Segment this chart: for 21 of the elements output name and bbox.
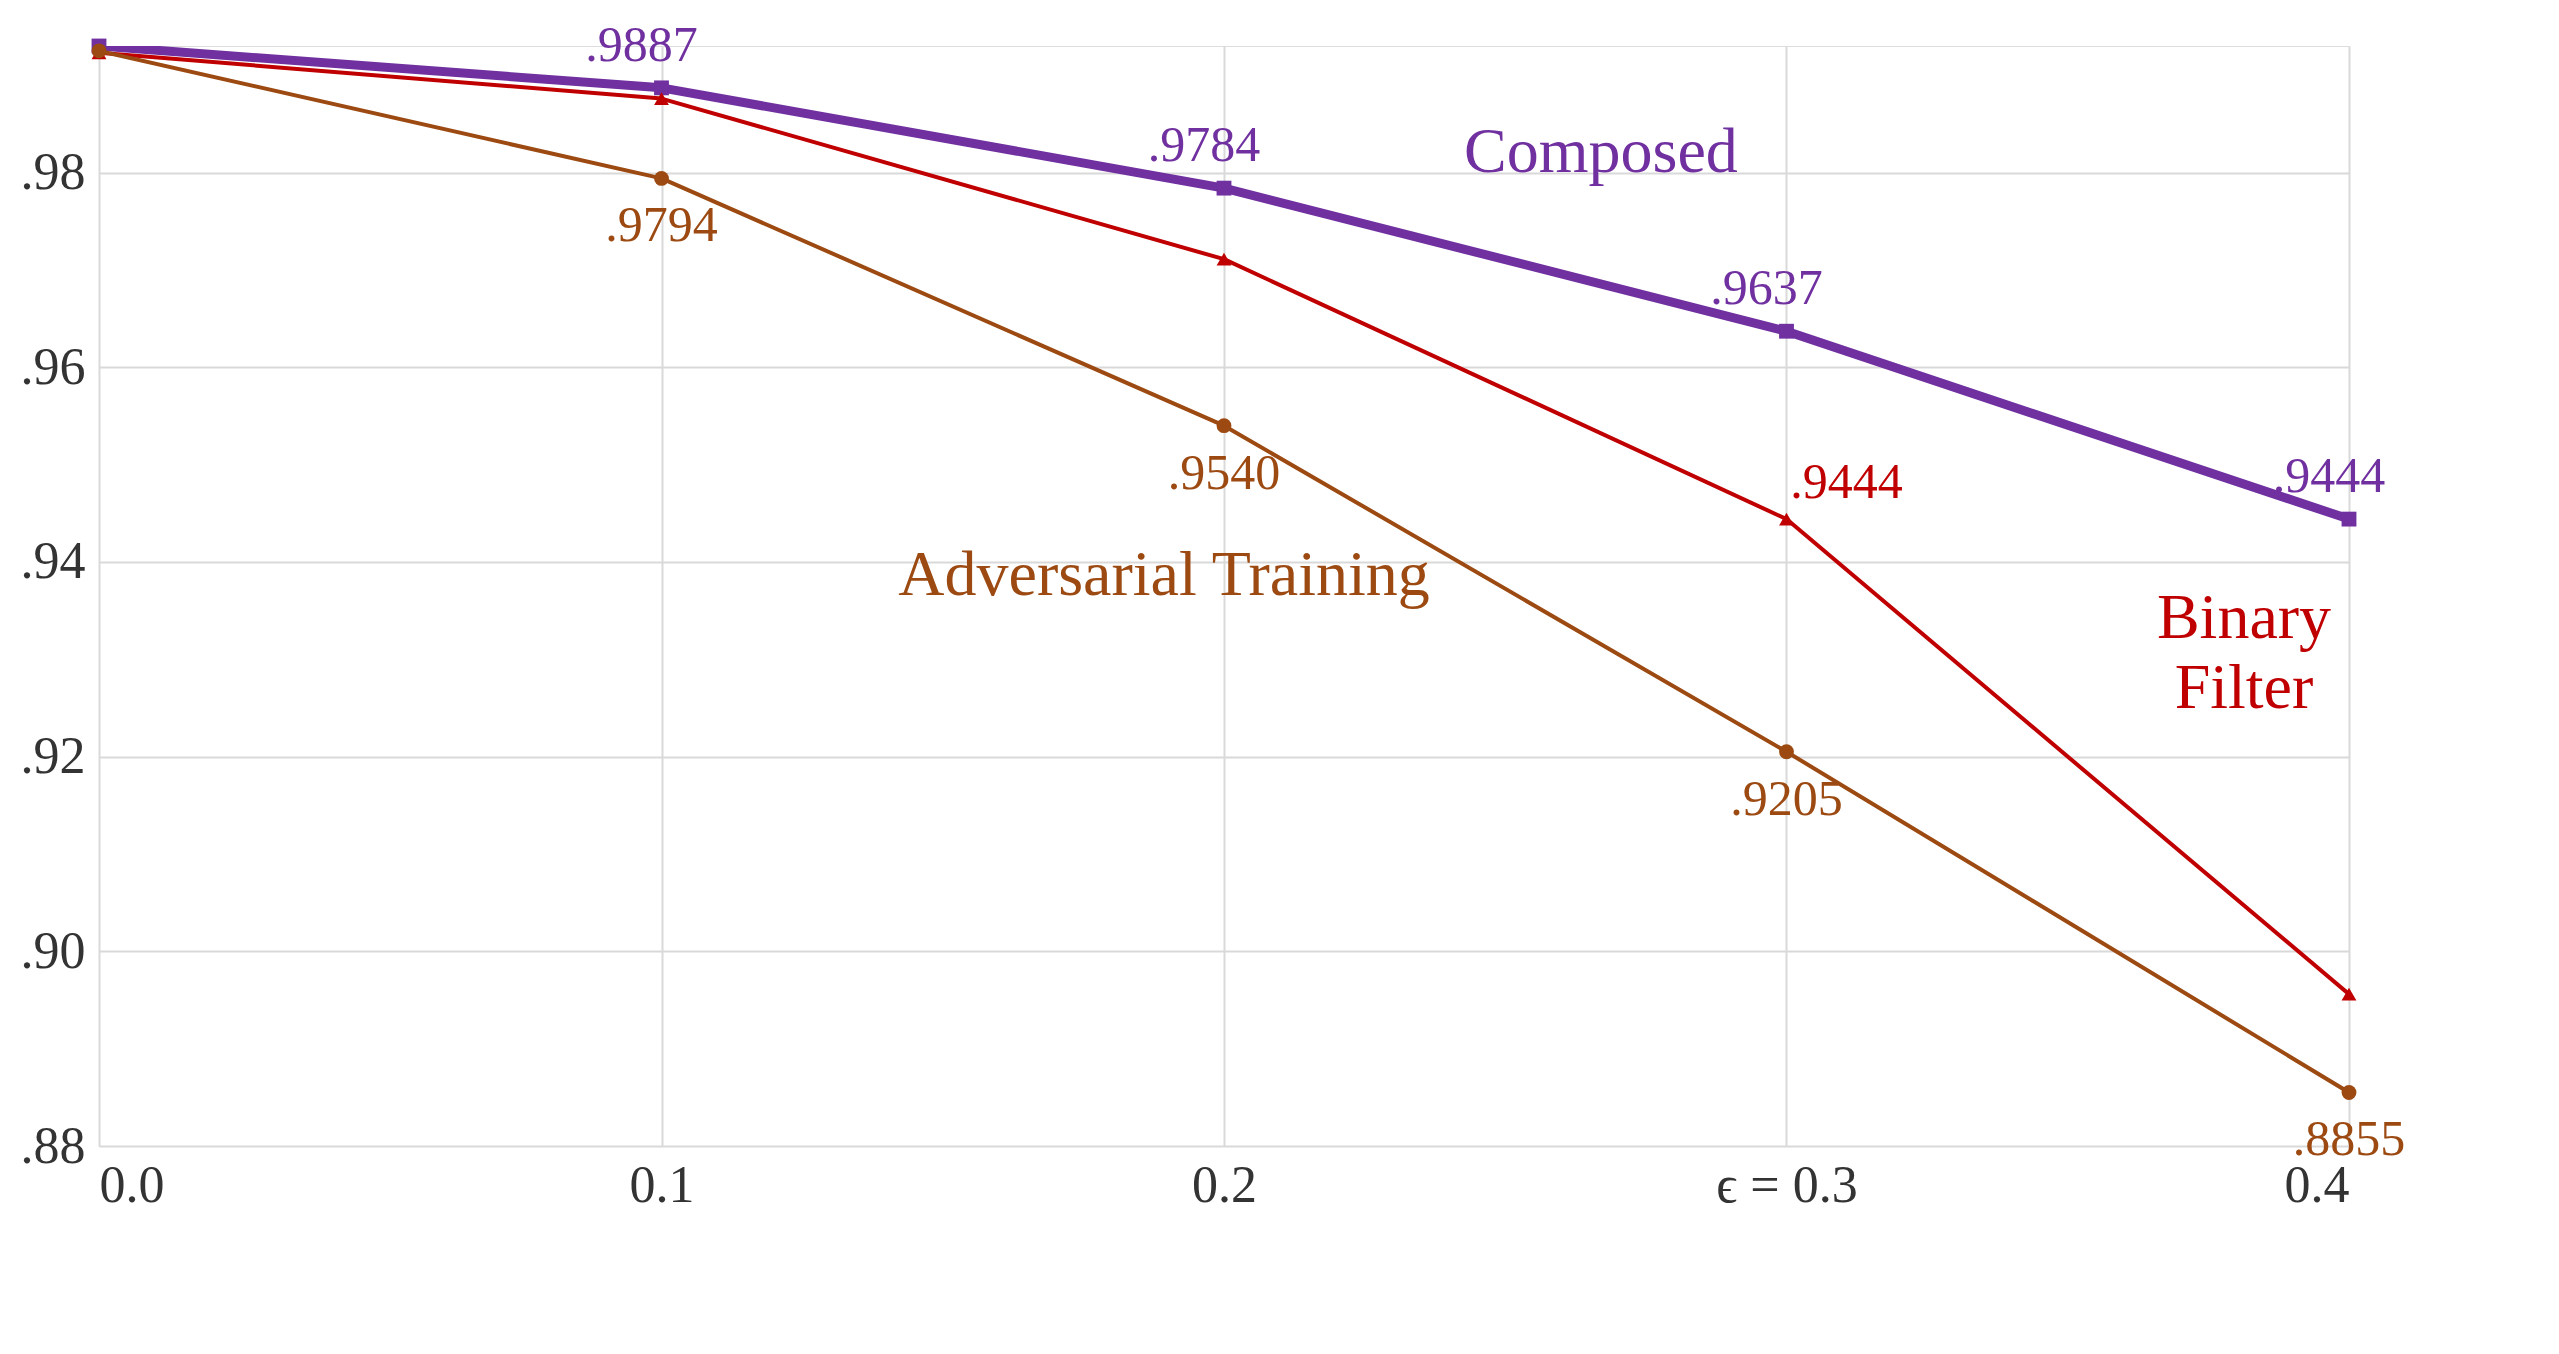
series-label: Adversarial Training (898, 537, 1430, 609)
y-tick-label: .96 (20, 337, 86, 395)
series-label: Composed (1464, 115, 1738, 187)
data-label: .9784 (1147, 116, 1261, 173)
data-label: .9637 (1710, 259, 1823, 316)
data-label: .9540 (1167, 443, 1281, 500)
data-label: .9887 (585, 15, 698, 72)
series-label: Binary Filter (2156, 581, 2332, 723)
x-tick-label: 0.1 (629, 1155, 695, 1213)
x-tick-label: 0.0 (99, 1155, 165, 1213)
data-label: .9444 (2272, 447, 2386, 504)
y-tick-label: .98 (20, 143, 86, 201)
x-tick-label: ϵ = 0.3 (1716, 1155, 1858, 1213)
data-label: .9444 (1790, 453, 1903, 510)
y-tick-label: .92 (20, 727, 86, 785)
y-tick-label: .90 (20, 921, 86, 979)
x-tick-label: 0.2 (1192, 1155, 1257, 1213)
data-label: .9794 (605, 196, 718, 253)
data-label: .9205 (1730, 769, 1843, 826)
y-tick-label: .88 (20, 1116, 86, 1174)
y-tick-label: .94 (20, 532, 86, 590)
